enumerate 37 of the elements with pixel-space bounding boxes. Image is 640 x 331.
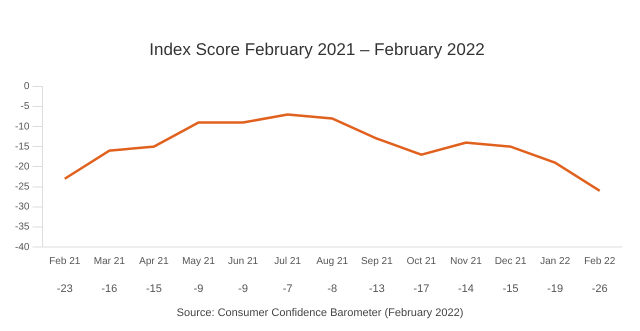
y-tick-label: -15 — [15, 141, 30, 152]
x-tick-label: Jul 21 — [274, 256, 302, 267]
data-label: -16 — [101, 283, 118, 296]
data-label: -17 — [413, 283, 430, 296]
data-label: -23 — [56, 283, 73, 296]
chart-title: Index Score February 2021 – February 2022 — [149, 40, 485, 59]
x-tick-label: Jun 21 — [228, 256, 259, 267]
data-label: -15 — [502, 283, 518, 296]
x-tick-label: Feb 21 — [49, 256, 81, 267]
y-tick-label: -10 — [15, 121, 30, 132]
x-tick-label: Dec 21 — [494, 256, 527, 267]
y-tick-label: -30 — [15, 202, 30, 213]
y-tick-label: -40 — [15, 242, 30, 253]
data-label: -14 — [458, 283, 474, 296]
data-label: -15 — [146, 283, 162, 296]
x-tick-label: Jan 22 — [540, 256, 571, 267]
data-label: -8 — [327, 283, 338, 296]
x-tick-label: Nov 21 — [450, 256, 482, 267]
x-tick-label: Aug 21 — [316, 256, 349, 267]
x-tick-label: Sep 21 — [360, 256, 394, 267]
data-label: -19 — [547, 283, 564, 296]
data-label: -7 — [282, 283, 293, 296]
x-tick-label: Feb 22 — [584, 256, 616, 267]
x-tick-label: Mar 21 — [94, 256, 126, 267]
data-label: -26 — [592, 283, 608, 296]
x-tick-label: Oct 21 — [406, 256, 437, 267]
y-tick-label: -20 — [15, 161, 30, 172]
y-tick-label: 0 — [24, 81, 30, 92]
y-tick-label: -5 — [20, 101, 30, 112]
x-tick-label: May 21 — [182, 256, 216, 267]
y-tick-label: -35 — [15, 222, 30, 233]
x-tick-label: Apr 21 — [139, 256, 170, 267]
data-label: -13 — [368, 283, 385, 296]
y-tick-label: -25 — [15, 182, 30, 193]
data-label: -9 — [194, 283, 204, 296]
data-label: -9 — [238, 283, 248, 296]
source-note: Source: Consumer Confidence Barometer (February 2022) — [176, 307, 464, 320]
